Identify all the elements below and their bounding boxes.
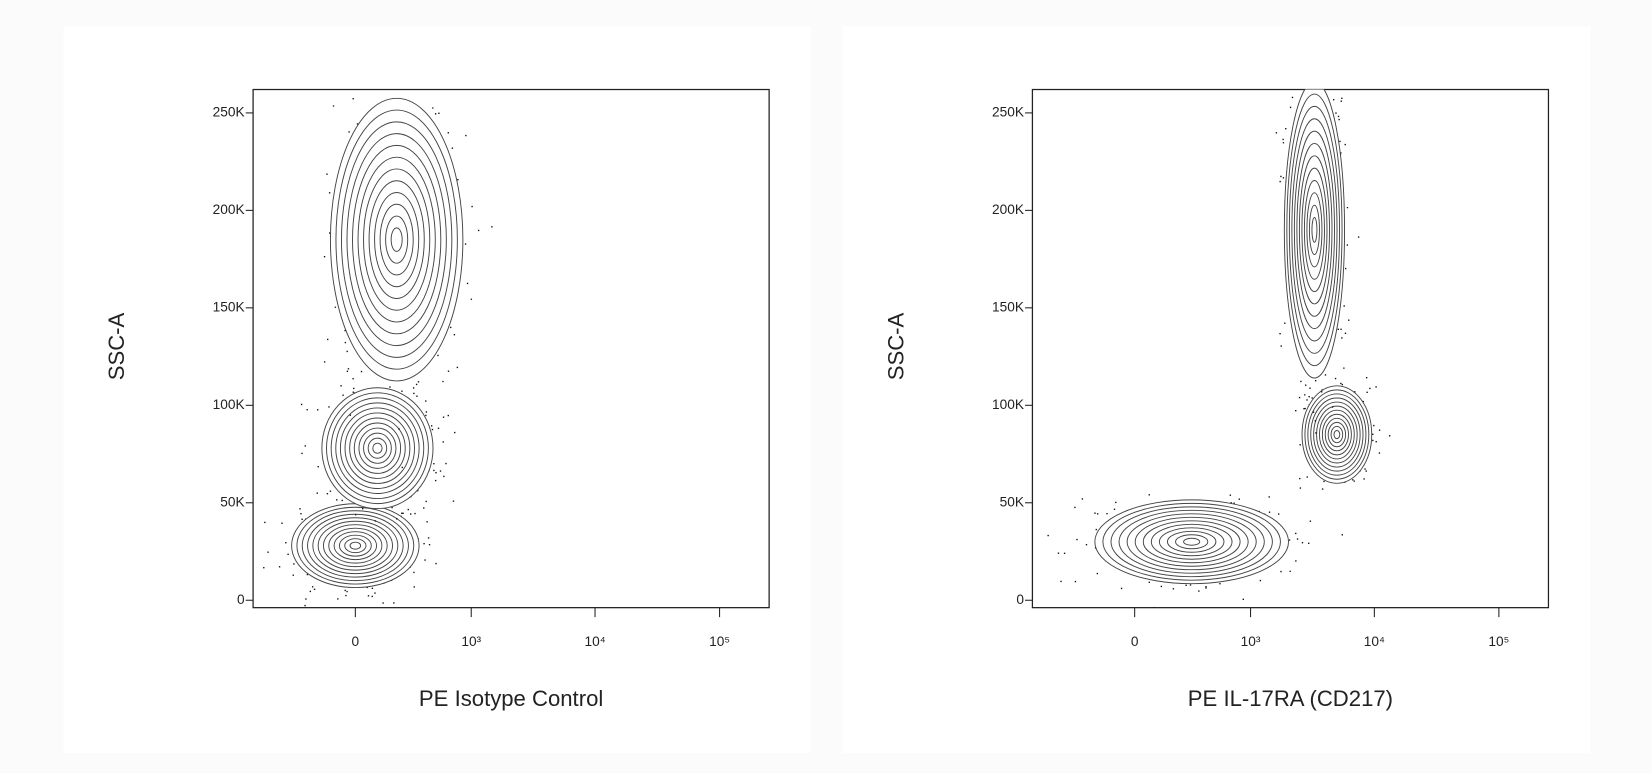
contour-level — [1296, 142, 1333, 317]
y-tick-label: 200K — [992, 202, 1024, 217]
contour-level — [379, 203, 414, 276]
contour-level — [344, 412, 411, 484]
x-tick-label: 10³ — [461, 634, 481, 649]
contour-level — [1166, 530, 1217, 553]
contour-level — [1301, 385, 1373, 484]
contour-level — [1298, 155, 1330, 305]
contour-level — [1327, 421, 1347, 448]
y-tick-label: 50K — [1000, 494, 1024, 509]
contour-level — [317, 520, 393, 571]
x-tick-label: 10⁵ — [1488, 634, 1509, 649]
contour-level — [1102, 502, 1281, 581]
contour-level — [1303, 180, 1325, 280]
contour-level — [1291, 118, 1338, 342]
x-tick-label: 0 — [1131, 634, 1139, 649]
contour-level — [363, 432, 392, 464]
y-tick-label: 50K — [220, 494, 244, 509]
contour-level — [352, 144, 442, 335]
contour-level — [312, 517, 399, 575]
y-tick-label: 100K — [213, 397, 245, 412]
contour-level — [1288, 105, 1341, 354]
contour-level — [1311, 217, 1318, 243]
contour-level — [1175, 534, 1209, 550]
y-tick-label: 0 — [1016, 592, 1024, 607]
contour-level — [1110, 506, 1273, 578]
y-tick-label: 0 — [237, 592, 245, 607]
contour-level — [344, 538, 367, 554]
x-axis-title: PE Isotype Control — [419, 686, 603, 711]
contour-level — [330, 397, 425, 500]
contour-level — [1134, 516, 1249, 567]
contour-level — [1304, 389, 1370, 480]
contour-level — [1293, 130, 1335, 330]
contour-level — [328, 527, 383, 564]
contour-level — [1142, 520, 1241, 564]
contour-level — [353, 422, 402, 474]
contour-level — [357, 156, 436, 323]
plot-area — [1047, 89, 1391, 608]
y-tick-label: 200K — [213, 202, 245, 217]
contour-level — [390, 227, 403, 252]
contour-level — [291, 503, 420, 589]
contour-level — [385, 215, 409, 264]
contour-level — [1313, 401, 1361, 468]
contour-level — [1158, 527, 1225, 557]
contour-level — [1094, 499, 1289, 585]
contour-level — [1333, 430, 1341, 440]
y-axis-title: SSC-A — [104, 312, 129, 380]
y-tick-label: 150K — [992, 299, 1024, 314]
contour-level — [349, 417, 406, 479]
y-tick-label: 100K — [992, 397, 1024, 412]
contour-level — [1324, 417, 1349, 452]
contour-level — [326, 392, 429, 505]
contour-level — [1310, 397, 1364, 472]
x-tick-label: 0 — [352, 634, 360, 649]
contour-level — [358, 427, 397, 469]
contour-level — [1316, 405, 1358, 464]
contour-level — [1126, 513, 1257, 571]
contour-level — [339, 407, 415, 489]
contour-level — [349, 541, 362, 550]
contour-level — [323, 524, 388, 568]
contour-level — [335, 402, 420, 494]
y-tick-label: 150K — [213, 299, 245, 314]
contour-level — [363, 168, 431, 311]
contour-level — [1283, 89, 1346, 379]
x-tick-label: 10³ — [1241, 634, 1261, 649]
contour-level — [335, 109, 458, 370]
contour-level — [1307, 393, 1367, 476]
y-tick-label: 250K — [213, 105, 245, 120]
contour-level — [338, 534, 372, 557]
contour-level — [301, 510, 409, 582]
contour-level — [329, 97, 464, 382]
x-axis-title: PE IL-17RA (CD217) — [1188, 686, 1393, 711]
x-tick-label: 10⁴ — [1364, 634, 1385, 649]
contour-level — [1183, 537, 1201, 546]
contour-level — [1150, 523, 1233, 560]
contour-level — [367, 437, 388, 459]
contour-level — [1330, 425, 1344, 444]
contour-level — [333, 531, 378, 561]
contour-level — [374, 192, 420, 288]
contour-level — [296, 506, 415, 585]
contour-level — [1118, 509, 1265, 574]
contour-level — [1301, 167, 1328, 293]
contour-level — [346, 133, 447, 347]
contour-level — [321, 387, 434, 510]
contour-level — [1318, 409, 1355, 460]
x-tick-label: 10⁵ — [709, 634, 730, 649]
plot-area — [263, 97, 493, 607]
y-axis-title: SSC-A — [883, 312, 908, 380]
y-tick-label: 250K — [992, 105, 1024, 120]
contour-level — [1321, 413, 1352, 456]
contour-level — [1286, 93, 1343, 367]
contour-level — [340, 121, 453, 358]
contour-level — [1308, 204, 1320, 256]
contour-level — [372, 442, 383, 454]
contour-level — [1306, 192, 1323, 268]
contour-level — [368, 180, 425, 299]
x-tick-label: 10⁴ — [584, 634, 605, 649]
